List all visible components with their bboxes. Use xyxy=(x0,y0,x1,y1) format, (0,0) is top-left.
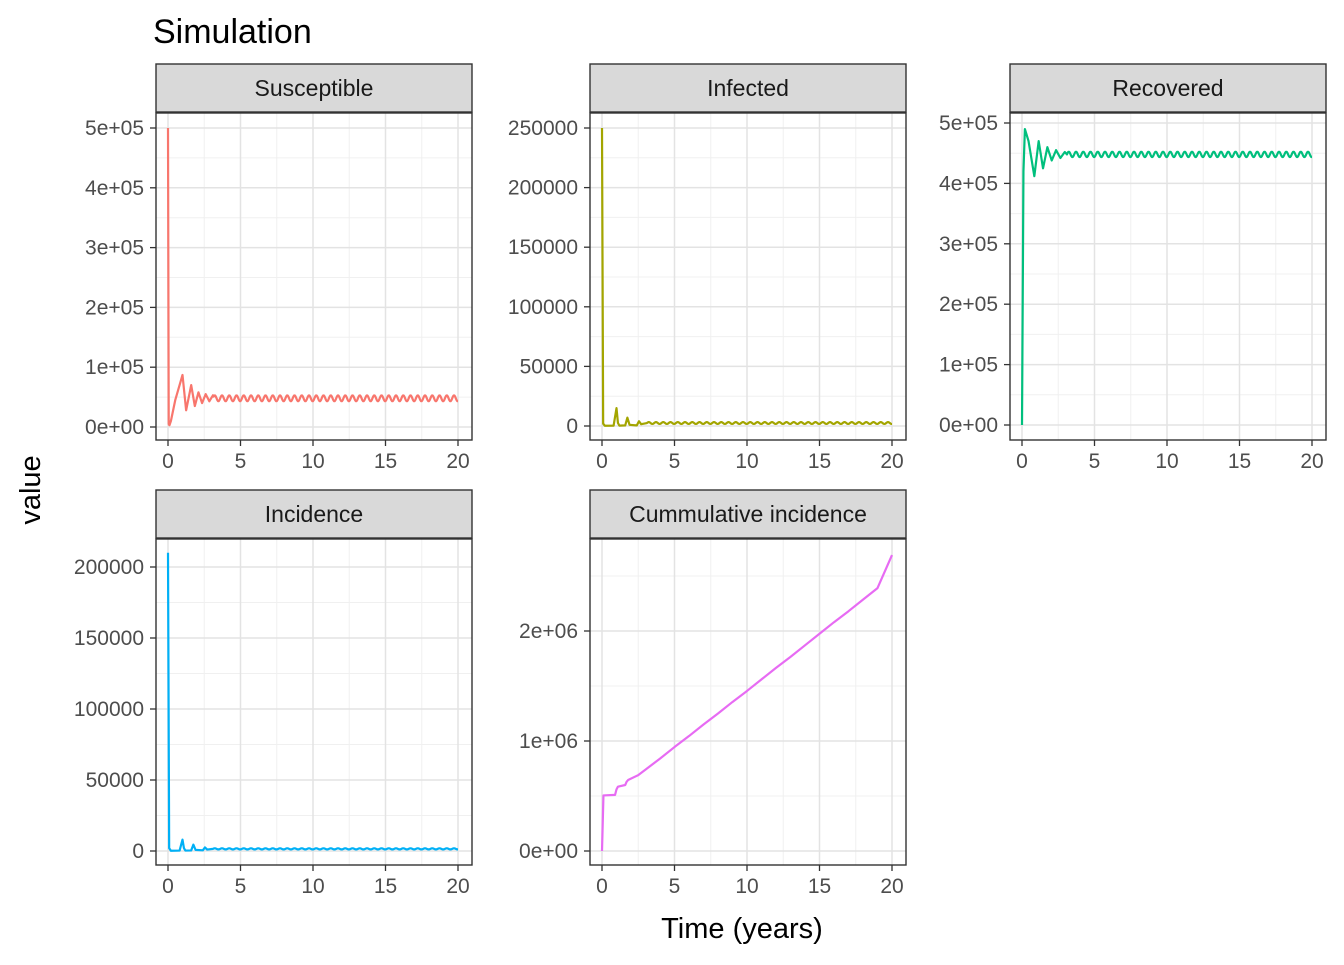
panel-recovered: 0 5 10 15 20 0e+00 1e+05 2e+05 3e+05 4e+05 5e+05 Re… xyxy=(939,63,1327,473)
y-tick-label: 1e+06 xyxy=(519,730,578,753)
strip-label-recovered: Recovered xyxy=(1112,75,1223,101)
strip-label-incidence: Incidence xyxy=(265,501,363,527)
panel-susceptible: 0 5 10 15 20 0e+00 1e+05 2e+05 3e+05 4e+05 5e+05 Su… xyxy=(85,63,473,473)
x-tick-label: 20 xyxy=(446,875,469,898)
y-tick-label: 100000 xyxy=(74,698,144,721)
y-tick-label: 3e+05 xyxy=(85,237,144,260)
x-tick-label: 20 xyxy=(1300,450,1323,473)
panel-background xyxy=(156,113,472,440)
y-tick-label: 4e+05 xyxy=(85,177,144,200)
x-tick-label: 0 xyxy=(596,450,608,473)
panel-border xyxy=(1009,112,1327,441)
y-tick-label: 200000 xyxy=(74,556,144,579)
strip-background xyxy=(589,63,907,113)
x-tick-label: 10 xyxy=(1155,450,1178,473)
strip-background xyxy=(1009,63,1327,113)
panel-incidence: 0 5 10 15 20 0 50000 100000 150000 200000 Incidenc… xyxy=(74,489,473,898)
y-tick-label: 150000 xyxy=(74,627,144,650)
y-tick-label: 3e+05 xyxy=(939,233,998,256)
x-tick-label: 0 xyxy=(1016,450,1028,473)
strip-background xyxy=(155,489,473,539)
x-tick-label: 0 xyxy=(596,875,608,898)
x-tick-label: 10 xyxy=(735,875,758,898)
x-tick-label: 10 xyxy=(301,450,324,473)
panel-background xyxy=(1010,113,1326,440)
panel-cummulative-incidence: 0 5 10 15 20 0e+00 1e+06 2e+06 Cummulative incid… xyxy=(519,489,907,898)
series-line-infected xyxy=(600,127,893,427)
y-tick-label: 50000 xyxy=(520,355,578,378)
x-tick-label: 15 xyxy=(1228,450,1251,473)
strip-background xyxy=(589,489,907,539)
y-axis-title: value xyxy=(15,455,47,524)
x-tick-label: 15 xyxy=(808,875,831,898)
y-tick-label: 200000 xyxy=(508,177,578,200)
y-tick-label: 100000 xyxy=(508,296,578,319)
panel-border xyxy=(155,538,473,866)
y-tick-label: 1e+05 xyxy=(939,354,998,377)
y-tick-label: 0e+00 xyxy=(519,840,578,863)
strip-label-susceptible: Susceptible xyxy=(255,75,374,101)
y-tick-label: 50000 xyxy=(86,769,144,792)
y-tick-label: 4e+05 xyxy=(939,172,998,195)
panels-group: 0 5 10 15 20 0e+00 1e+05 2e+05 3e+05 4e+05 5e+05 Su… xyxy=(74,63,1327,898)
strip-label-infected: Infected xyxy=(707,75,789,101)
x-tick-label: 15 xyxy=(374,875,397,898)
panel-background xyxy=(156,539,472,865)
y-tick-label: 5e+05 xyxy=(939,112,998,135)
y-tick-label: 2e+05 xyxy=(85,296,144,319)
x-tick-label: 20 xyxy=(446,450,469,473)
series-line-incidence xyxy=(166,552,459,852)
x-tick-label: 0 xyxy=(162,450,174,473)
y-tick-label: 2e+06 xyxy=(519,620,578,643)
panel-border xyxy=(155,112,473,441)
y-tick-label: 0 xyxy=(566,415,578,438)
x-tick-label: 0 xyxy=(162,875,174,898)
x-tick-label: 15 xyxy=(808,450,831,473)
strip-background xyxy=(155,63,473,113)
strip-label-cummulative-incidence: Cummulative incidence xyxy=(629,501,867,527)
y-tick-label: 150000 xyxy=(508,236,578,259)
series-line-cummulative-incidence xyxy=(600,554,894,852)
chart-title: Simulation xyxy=(153,13,312,51)
x-tick-label: 5 xyxy=(1089,450,1101,473)
y-tick-label: 250000 xyxy=(508,117,578,140)
y-tick-label: 2e+05 xyxy=(939,293,998,316)
y-tick-label: 5e+05 xyxy=(85,117,144,140)
y-tick-label: 0e+00 xyxy=(85,416,144,439)
x-tick-label: 20 xyxy=(880,875,903,898)
x-tick-label: 5 xyxy=(669,450,681,473)
panel-border xyxy=(589,112,907,441)
panel-background xyxy=(590,539,906,865)
x-tick-label: 10 xyxy=(301,875,324,898)
x-tick-label: 15 xyxy=(374,450,397,473)
x-tick-label: 20 xyxy=(880,450,903,473)
x-axis-title: Time (years) xyxy=(661,913,823,945)
x-tick-label: 5 xyxy=(235,875,247,898)
panel-border xyxy=(589,538,907,866)
y-tick-label: 0 xyxy=(132,840,144,863)
y-tick-label: 1e+05 xyxy=(85,356,144,379)
x-tick-label: 10 xyxy=(735,450,758,473)
x-tick-label: 5 xyxy=(669,875,681,898)
y-tick-label: 0e+00 xyxy=(939,414,998,437)
x-tick-label: 5 xyxy=(235,450,247,473)
series-line-susceptible xyxy=(166,127,459,427)
panel-infected: 0 5 10 15 20 0 50000 100000 150000 200000 250000 In… xyxy=(508,63,907,473)
series-line-recovered xyxy=(1020,127,1313,426)
